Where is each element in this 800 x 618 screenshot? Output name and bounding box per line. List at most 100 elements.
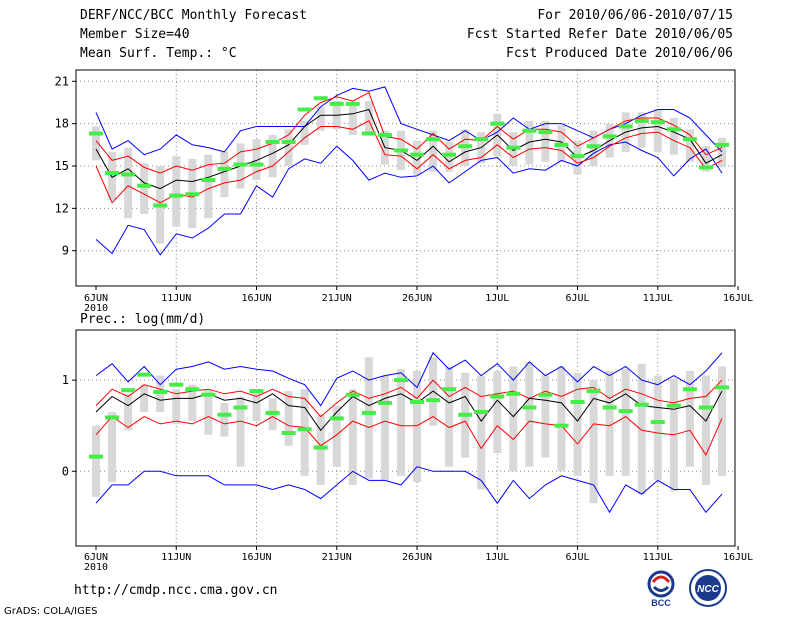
median-marker xyxy=(666,127,681,132)
ensemble-box xyxy=(316,414,325,485)
ensemble-box xyxy=(701,146,710,172)
ensemble-box xyxy=(541,120,550,162)
ensemble-box xyxy=(477,375,486,490)
median-marker xyxy=(490,121,505,126)
bcc-logo-icon: BCC xyxy=(647,570,675,608)
ensemble-box xyxy=(108,412,117,483)
median-marker xyxy=(410,152,425,157)
panel-temperature: 6JUN 11JUN 16JUN 21JUN 26JUN 1JUL 6JUL 11JUL 16J… xyxy=(55,69,753,327)
median-marker xyxy=(169,193,184,198)
median-marker xyxy=(634,402,649,407)
median-marker xyxy=(682,137,697,142)
median-marker xyxy=(153,203,168,208)
median-marker xyxy=(137,183,152,188)
x-tick-label: 11JUN xyxy=(161,293,191,304)
x-tick-label: 1JUL xyxy=(485,293,509,304)
x-year-label: 2010 xyxy=(84,562,108,573)
median-marker xyxy=(426,137,441,142)
median-marker xyxy=(458,412,473,417)
median-marker xyxy=(442,152,457,157)
median-marker xyxy=(361,410,376,415)
median-marker xyxy=(586,389,601,394)
median-marker xyxy=(297,107,312,112)
ensemble-box xyxy=(685,371,694,467)
x-tick-label: 16JUL xyxy=(723,293,753,304)
ensemble-box xyxy=(413,371,422,483)
ensemble-box xyxy=(140,163,149,214)
ensemble-box xyxy=(92,425,100,497)
ensemble-box xyxy=(108,151,117,200)
series-mean-line xyxy=(95,108,723,190)
ensemble-box xyxy=(172,156,181,227)
median-marker xyxy=(554,142,569,147)
ensemble-box xyxy=(348,389,357,485)
series-min-line xyxy=(95,466,723,514)
x-tick-label: 16JUN xyxy=(241,293,271,304)
chart-title: DERF/NCC/BCC Monthly Forecast xyxy=(80,8,307,23)
median-marker xyxy=(570,400,585,404)
median-marker xyxy=(185,192,200,197)
median-marker xyxy=(313,96,328,101)
ensemble-box xyxy=(220,402,229,437)
median-marker xyxy=(410,400,425,404)
ensemble-box xyxy=(252,139,261,181)
median-marker xyxy=(442,387,457,392)
ensemble-box xyxy=(284,129,293,166)
ncc-logo-text: NCC xyxy=(697,584,719,595)
start-date-label: Fcst Started Refer Date 2010/06/05 xyxy=(466,27,733,42)
median-marker xyxy=(634,118,649,123)
y-tick-label: 15 xyxy=(55,159,69,173)
series-p90-line xyxy=(95,379,723,418)
median-marker xyxy=(201,178,216,183)
ensemble-box xyxy=(669,118,678,155)
y-tick-label: 12 xyxy=(55,201,69,215)
median-marker xyxy=(329,416,344,421)
ensemble-box xyxy=(637,112,646,148)
median-marker xyxy=(393,148,408,153)
source-url[interactable]: http://cmdp.ncc.cma.gov.cn xyxy=(74,583,278,598)
median-marker xyxy=(698,165,713,170)
x-tick-label: 6JUN xyxy=(84,293,108,304)
median-marker xyxy=(522,128,537,133)
ensemble-box xyxy=(429,130,438,172)
produced-date-label: Fcst Produced Date 2010/06/06 xyxy=(506,46,733,61)
median-marker xyxy=(105,415,120,420)
median-marker xyxy=(377,400,392,405)
ensemble-box xyxy=(332,405,341,467)
x-tick-label: 6JUL xyxy=(565,293,589,304)
bcc-logo-text: BCC xyxy=(651,598,671,608)
x-tick-label: 6JUN xyxy=(84,552,108,563)
y-tick-label: 18 xyxy=(55,117,69,131)
ensemble-box xyxy=(124,393,133,431)
ensemble-box xyxy=(445,366,454,467)
y-tick-label: 1 xyxy=(62,373,69,387)
median-marker xyxy=(345,392,360,397)
y-tick-label: 21 xyxy=(55,74,69,88)
median-marker xyxy=(490,394,505,399)
median-marker xyxy=(169,382,184,387)
ensemble-box xyxy=(188,384,197,422)
ensemble-box xyxy=(718,137,726,168)
plot-frame xyxy=(75,69,736,287)
median-marker xyxy=(426,398,441,403)
median-marker xyxy=(329,101,344,106)
ensemble-box xyxy=(348,103,357,135)
median-marker xyxy=(313,445,328,450)
y-tick-label: 0 xyxy=(62,464,69,478)
x-year-label: 2010 xyxy=(84,303,108,314)
plot-frame xyxy=(75,329,736,547)
x-tick-label: 21JUN xyxy=(322,552,352,563)
median-marker xyxy=(265,140,280,144)
median-marker xyxy=(650,420,665,425)
ensemble-box xyxy=(172,389,181,424)
x-tick-label: 16JUN xyxy=(241,552,271,563)
series-p10-line xyxy=(95,120,723,204)
ensemble-box xyxy=(380,375,389,481)
ensemble-box xyxy=(284,391,293,446)
ensemble-box xyxy=(204,389,213,435)
series-p10-line xyxy=(95,415,723,456)
ensemble-box xyxy=(653,109,662,152)
ensemble-box xyxy=(685,129,694,162)
median-marker xyxy=(666,403,681,408)
